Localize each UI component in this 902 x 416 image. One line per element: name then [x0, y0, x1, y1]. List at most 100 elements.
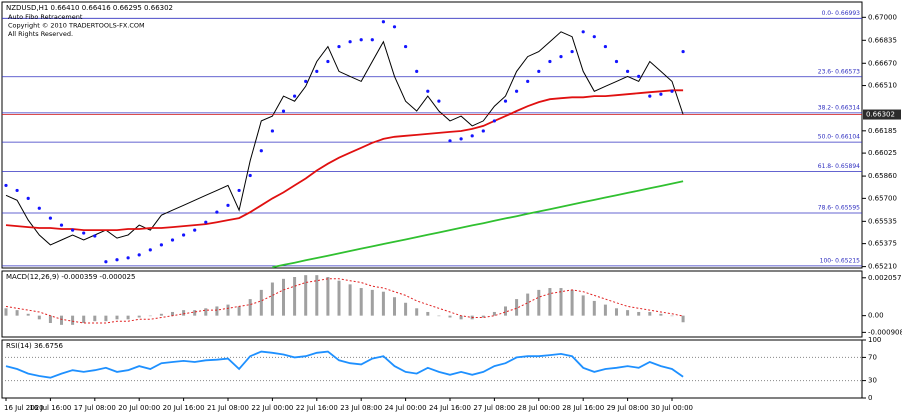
histogram-bar — [626, 310, 630, 316]
x-tick-label: 20 Jul 00:00 — [118, 404, 160, 412]
histogram-bar — [4, 308, 8, 316]
histogram-bar — [415, 308, 419, 316]
x-tick-label: 29 Jul 08:00 — [607, 404, 649, 412]
y-tick-label: 0.66185 — [868, 127, 897, 135]
sar-dot — [681, 49, 685, 54]
histogram-bar — [659, 313, 663, 316]
histogram-bar — [548, 288, 552, 316]
histogram-bar — [304, 275, 308, 316]
sar-dot — [93, 234, 97, 238]
sar-dot — [270, 129, 274, 133]
histogram-bar — [270, 282, 274, 316]
sar-dot — [415, 69, 419, 73]
y-tick-label: 0.65210 — [868, 263, 897, 271]
y-tick-label: 0.66510 — [868, 82, 897, 90]
histogram-bar — [603, 304, 607, 316]
sar-dot — [137, 253, 141, 257]
sar-dot — [348, 40, 352, 44]
histogram-bar — [437, 315, 441, 317]
sar-dot — [248, 173, 252, 178]
histogram-bar — [592, 300, 596, 316]
sar-dot — [559, 54, 563, 59]
fibo-label: 0.0- 0.66993 — [822, 10, 861, 17]
histogram-bar — [637, 311, 641, 316]
x-tick-label: 16 Jul 16:00 — [29, 404, 71, 412]
sar-dot — [481, 129, 485, 133]
pane-title: MACD(12,26,9) -0.000359 -0.000025 — [6, 273, 135, 281]
x-tick-label: 23 Jul 08:00 — [340, 404, 382, 412]
y-tick-label: 0.65375 — [868, 240, 897, 248]
sar-dot — [37, 206, 41, 210]
histogram-bar — [404, 302, 408, 316]
x-tick-label: 17 Jul 08:00 — [74, 404, 116, 412]
pane-border — [1, 1, 863, 269]
y-tick-label: 30 — [868, 377, 877, 385]
histogram-bar — [615, 308, 618, 316]
fibo-label: 23.6- 0.66573 — [818, 68, 860, 75]
histogram-bar — [115, 315, 119, 320]
histogram-bar — [182, 310, 186, 316]
fibo-label: 100- 0.65215 — [820, 257, 861, 264]
fibo-label: 38.2- 0.66314 — [818, 104, 860, 111]
sar-dot — [515, 89, 519, 93]
sar-dot — [503, 99, 508, 103]
sar-dot — [614, 59, 619, 64]
x-tick-label: 16 Jul 2020 — [4, 404, 44, 412]
x-tick-label: 30 Jul 00:00 — [651, 404, 693, 412]
histogram-bar — [248, 299, 252, 316]
sar-dot — [570, 49, 574, 54]
sar-dot — [226, 203, 230, 207]
histogram-bar — [204, 308, 208, 316]
histogram-bar — [282, 278, 285, 316]
sar-dot — [182, 233, 186, 237]
histogram-bar — [148, 315, 152, 317]
sar-dot — [603, 44, 608, 49]
sar-dot — [337, 44, 341, 49]
histogram-bar — [326, 277, 330, 316]
histogram-bar — [15, 310, 19, 316]
histogram-bar — [293, 277, 297, 316]
histogram-bar — [393, 297, 396, 316]
sar-dot — [237, 188, 241, 193]
sar-dot — [193, 228, 197, 232]
sar-dot — [26, 196, 30, 200]
histogram-bar — [171, 311, 174, 316]
sar-dot — [648, 94, 652, 98]
sar-dot — [48, 216, 53, 220]
histogram-bar — [82, 315, 86, 324]
sar-dot — [4, 183, 8, 188]
sar-dot — [370, 38, 374, 42]
y-tick-label: 0.65860 — [868, 172, 897, 180]
histogram-bar — [104, 315, 108, 322]
sar-dot — [581, 30, 585, 34]
x-tick-label: 28 Jul 16:00 — [562, 404, 604, 412]
histogram-bar — [381, 291, 385, 316]
histogram-bar — [137, 315, 141, 318]
histogram-bar — [459, 315, 463, 320]
sar-dot — [448, 139, 452, 143]
pane-border — [1, 270, 863, 338]
sar-dot — [326, 59, 330, 64]
sar-dot — [82, 231, 86, 235]
histogram-bar — [570, 289, 574, 316]
histogram-bar — [648, 311, 652, 316]
x-tick-label: 22 Jul 00:00 — [251, 404, 293, 412]
histogram-bar — [71, 315, 75, 325]
histogram-bar — [37, 315, 41, 320]
sar-dot — [304, 79, 308, 83]
y-tick-label: 0 — [868, 394, 872, 402]
histogram-bar — [537, 289, 541, 316]
sar-dot — [59, 223, 64, 227]
sar-dot — [670, 89, 674, 93]
pane-title: NZDUSD,H1 0.66410 0.66416 0.66295 0.6630… — [6, 4, 173, 12]
histogram-bar — [670, 315, 674, 317]
sar-dot — [71, 228, 75, 232]
histogram-bar — [237, 306, 241, 316]
sar-dot — [626, 69, 630, 73]
sar-dot — [104, 260, 108, 264]
y-tick-label: 0.002057 — [868, 274, 901, 282]
series-line — [5, 350, 684, 379]
series-line — [5, 89, 684, 231]
histogram-bar — [93, 315, 97, 322]
sar-dot — [426, 89, 430, 93]
